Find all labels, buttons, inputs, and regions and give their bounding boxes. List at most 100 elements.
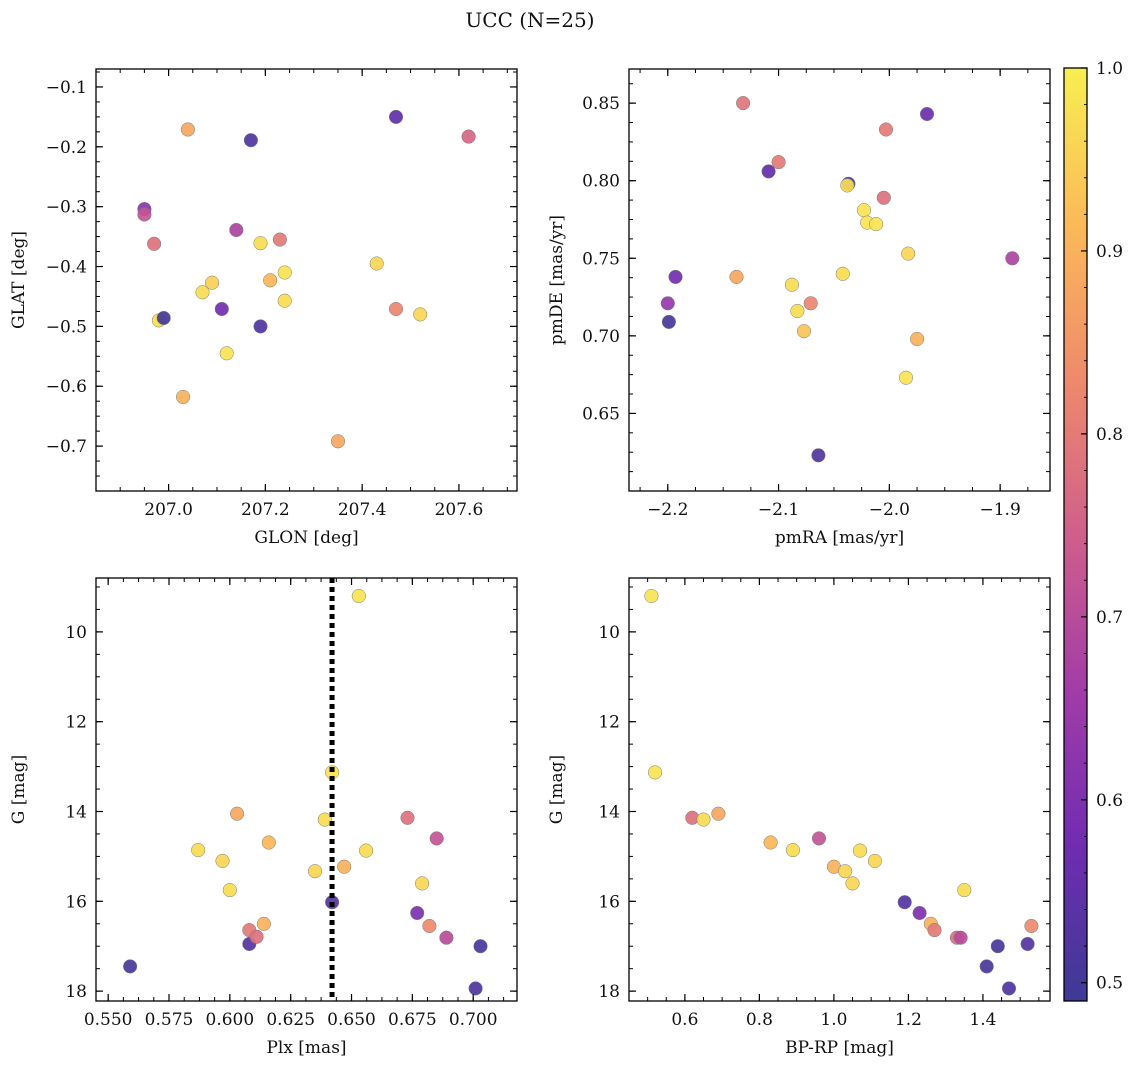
- data-point: [784, 277, 799, 292]
- y-tick-label: 0.70: [582, 327, 620, 347]
- data-point: [277, 293, 292, 308]
- data-point: [410, 905, 425, 921]
- colorbar-tick-label: 0.7: [1096, 608, 1123, 628]
- y-tick-label: −0.3: [46, 198, 87, 218]
- x-tick-label: 0.600: [206, 1010, 255, 1030]
- y-tick-label: −0.1: [46, 78, 87, 98]
- data-point: [840, 178, 855, 193]
- data-point: [214, 301, 229, 317]
- x-tick-label: 0.575: [145, 1010, 194, 1030]
- data-point: [990, 939, 1005, 954]
- y-tick-label: −0.5: [46, 317, 87, 337]
- x-tick-label: 207.2: [241, 500, 290, 520]
- x-tick-label: 207.0: [144, 500, 193, 520]
- data-point: [359, 843, 374, 858]
- x-tick-label: −1.9: [980, 500, 1021, 520]
- panel-2: −2.2 −2.1 −2.0 −1.9 0.65 0.70 0.75 0.80 0.85 pmRA…: [547, 68, 1051, 548]
- data-point: [1005, 251, 1020, 266]
- x-axis-label: Plx [mas]: [266, 1038, 346, 1058]
- data-point: [263, 273, 278, 288]
- axes-frame: [95, 68, 518, 492]
- x-axis-label: GLON [deg]: [254, 528, 358, 548]
- data-point: [195, 285, 210, 300]
- y-tick-label: 14: [65, 803, 87, 823]
- data-point: [415, 876, 430, 891]
- data-point: [180, 122, 195, 137]
- y-tick-label: 18: [65, 982, 87, 1002]
- data-point: [261, 835, 276, 850]
- y-axis-label: G [mag]: [9, 755, 29, 824]
- y-tick-label: −0.7: [46, 437, 87, 457]
- data-point: [897, 895, 912, 910]
- y-tick-label: −0.6: [46, 377, 87, 397]
- data-point: [644, 588, 659, 604]
- data-point: [979, 959, 994, 974]
- x-tick-label: 1.0: [820, 1010, 847, 1030]
- y-tick-label: 10: [65, 623, 87, 643]
- data-point: [696, 812, 711, 827]
- data-point: [1024, 918, 1039, 934]
- y-tick-label: 14: [598, 803, 620, 823]
- data-point: [668, 269, 683, 284]
- y-tick-label: 0.65: [582, 404, 620, 424]
- data-point: [1001, 981, 1017, 996]
- y-tick-label: 0.85: [582, 94, 620, 114]
- y-axis-label: GLAT [deg]: [9, 231, 29, 329]
- data-point: [835, 266, 850, 281]
- data-point: [736, 96, 751, 111]
- data-point: [912, 905, 927, 921]
- data-point: [400, 810, 415, 825]
- data-point: [876, 190, 891, 205]
- data-point: [215, 853, 230, 868]
- scatter-points: [123, 588, 488, 996]
- y-axis-label: pmDE [mas/yr]: [547, 215, 567, 345]
- y-tick-label: 0.75: [582, 249, 620, 269]
- data-point: [191, 843, 206, 858]
- data-point: [838, 864, 853, 879]
- data-point: [307, 864, 323, 879]
- data-point: [229, 222, 244, 238]
- data-point: [317, 812, 332, 827]
- colorbar-tick-label: 0.6: [1096, 791, 1123, 811]
- x-tick-label: 0.700: [449, 1010, 498, 1030]
- data-point: [898, 370, 914, 385]
- data-point: [878, 122, 894, 137]
- y-tick-label: −0.2: [46, 138, 87, 158]
- y-tick-label: 12: [598, 713, 620, 733]
- data-point: [761, 164, 776, 179]
- data-point: [957, 883, 972, 898]
- data-point: [660, 296, 675, 311]
- data-point: [648, 765, 663, 780]
- colorbar-tick-label: 1.0: [1096, 59, 1123, 79]
- data-point: [729, 269, 744, 284]
- data-point: [803, 296, 818, 311]
- data-point: [439, 930, 454, 945]
- x-tick-label: −2.0: [869, 500, 910, 520]
- data-point: [230, 806, 245, 821]
- data-point: [388, 301, 404, 317]
- data-point: [790, 303, 805, 319]
- data-point: [869, 217, 884, 232]
- data-point: [330, 434, 346, 449]
- data-point: [413, 307, 428, 322]
- data-point: [388, 109, 404, 124]
- panel-4: 0.6 0.8 1.0 1.2 1.4 10 12 14 16 18 BP-RP [mag] G [m…: [547, 577, 1051, 1058]
- colorbar-tick-label: 0.9: [1096, 242, 1123, 262]
- data-point: [219, 346, 234, 361]
- x-tick-label: 0.6: [671, 1010, 698, 1030]
- y-axis-label: G [mag]: [547, 755, 567, 824]
- x-tick-label: −2.1: [758, 500, 799, 520]
- scatter-points: [137, 109, 476, 449]
- data-point: [473, 939, 488, 954]
- data-point: [461, 129, 476, 144]
- y-tick-label: 0.80: [582, 172, 620, 192]
- data-point: [927, 923, 942, 938]
- data-point: [468, 981, 483, 996]
- y-tick-label: 18: [598, 982, 620, 1002]
- data-point: [1020, 936, 1035, 952]
- x-tick-label: 207.6: [435, 500, 484, 520]
- data-point: [852, 843, 868, 858]
- axes-frame: [628, 68, 1051, 492]
- panel-3: 0.550 0.575 0.600 0.625 0.650 0.675 0.700 10 12 1…: [9, 577, 518, 1058]
- data-point: [856, 203, 871, 218]
